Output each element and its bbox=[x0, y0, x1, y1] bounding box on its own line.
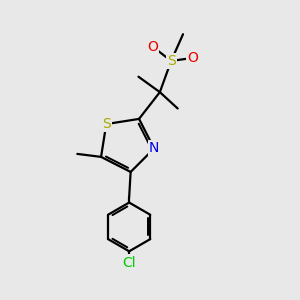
Text: N: N bbox=[149, 142, 159, 155]
Text: O: O bbox=[187, 51, 198, 65]
Text: Cl: Cl bbox=[122, 256, 136, 270]
Text: S: S bbox=[102, 117, 111, 131]
Text: O: O bbox=[147, 40, 158, 54]
Text: S: S bbox=[167, 54, 176, 68]
